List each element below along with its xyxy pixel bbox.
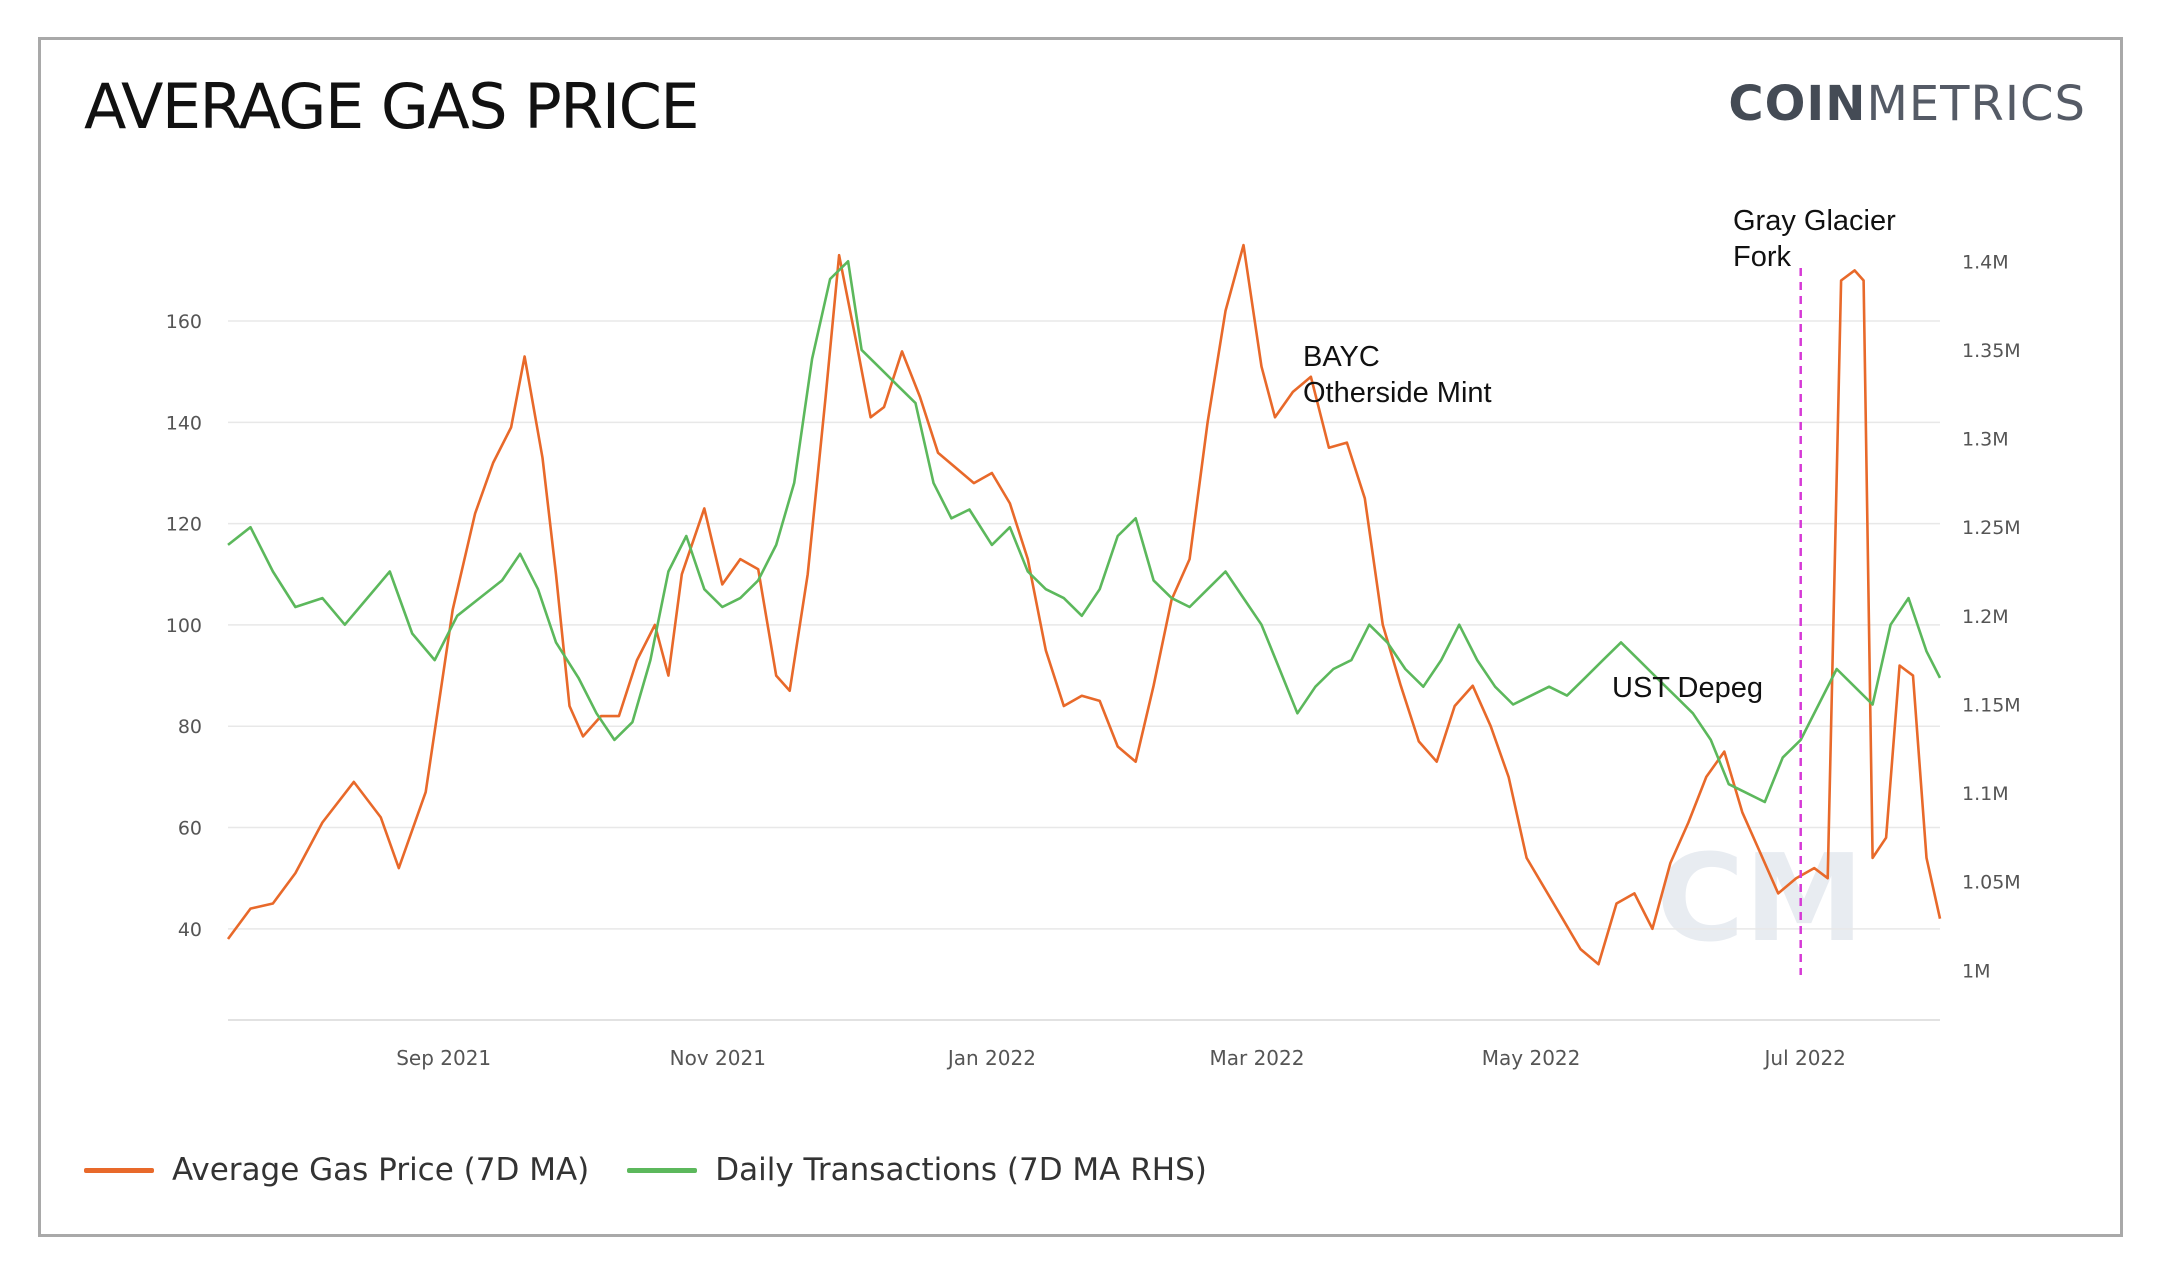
- legend-label-tx: Daily Transactions (7D MA RHS): [715, 1152, 1207, 1188]
- y-right-tick-label: 1.1M: [1962, 783, 2009, 805]
- legend-swatch-tx: [627, 1167, 698, 1173]
- y-right-tick-label: 1.05M: [1962, 872, 2021, 894]
- x-tick-label: Mar 2022: [1209, 1046, 1304, 1070]
- x-tick-label: Sep 2021: [396, 1046, 491, 1070]
- y-left-tick-label: 120: [166, 514, 202, 536]
- y-left-tick-label: 60: [178, 818, 202, 840]
- y-right-tick-label: 1.35M: [1962, 340, 2021, 362]
- y-left-tick-label: 40: [178, 919, 202, 941]
- series-line-daily-transactions: [227, 260, 1942, 804]
- annotation-gray-glacier-fork-line: Fork: [1733, 241, 1792, 273]
- legend-label-gas: Average Gas Price (7D MA): [172, 1152, 590, 1188]
- y-right-tick-label: 1.4M: [1962, 251, 2009, 273]
- x-tick-label: Jul 2022: [1763, 1046, 1846, 1070]
- logo-light-text: METRICS: [1866, 76, 2086, 132]
- x-tick-label: Nov 2021: [670, 1046, 766, 1070]
- y-right-tick-label: 1.3M: [1962, 429, 2009, 451]
- y-right-tick-label: 1.15M: [1962, 694, 2021, 716]
- x-tick-label: Jan 2022: [946, 1046, 1036, 1070]
- annotation-gray-glacier-fork-line: Gray Glacier: [1733, 205, 1896, 237]
- y-right-tick-label: 1M: [1962, 960, 1990, 982]
- annotation-bayc-mint-line: Otherside Mint: [1303, 377, 1492, 409]
- series-line-gas-price: [226, 243, 1942, 966]
- x-tick-label: May 2022: [1482, 1046, 1581, 1070]
- legend-swatch-gas: [84, 1167, 154, 1173]
- y-left-tick-label: 100: [166, 615, 202, 637]
- y-left-tick-label: 80: [178, 716, 202, 738]
- legend-item-gas[interactable]: Average Gas Price (7D MA): [84, 1152, 589, 1188]
- coinmetrics-logo: COINMETRICS: [1728, 76, 2086, 132]
- annotation-bayc-mint-line: BAYC: [1303, 341, 1380, 373]
- chart-frame: [38, 37, 2123, 1237]
- chart-legend: Average Gas Price (7D MA) Daily Transact…: [84, 1152, 1245, 1188]
- y-right-tick-label: 1.2M: [1962, 606, 2009, 628]
- y-right-tick-label: 1.25M: [1962, 517, 2021, 539]
- page-title: AVERAGE GAS PRICE: [84, 70, 700, 143]
- annotation-ust-depeg-line: UST Depeg: [1612, 672, 1763, 704]
- logo-bold-text: COIN: [1728, 76, 1867, 132]
- legend-item-tx[interactable]: Daily Transactions (7D MA RHS): [627, 1152, 1207, 1188]
- y-left-tick-label: 160: [166, 311, 202, 333]
- y-left-tick-label: 140: [166, 412, 202, 434]
